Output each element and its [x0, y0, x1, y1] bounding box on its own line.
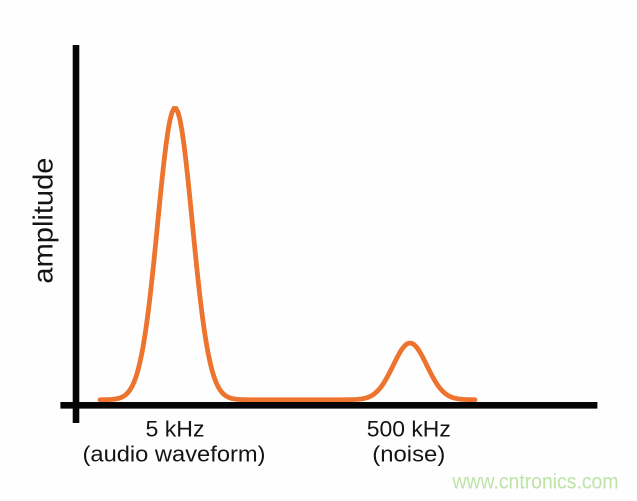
svg-text:5 kHz: 5 kHz [146, 417, 205, 442]
svg-text:www.cntronics.com: www.cntronics.com [452, 471, 619, 494]
svg-text:500 kHz: 500 kHz [367, 417, 451, 442]
svg-text:amplitude: amplitude [28, 158, 59, 284]
svg-text:(noise): (noise) [372, 442, 445, 467]
svg-text:(audio waveform): (audio waveform) [83, 442, 266, 467]
